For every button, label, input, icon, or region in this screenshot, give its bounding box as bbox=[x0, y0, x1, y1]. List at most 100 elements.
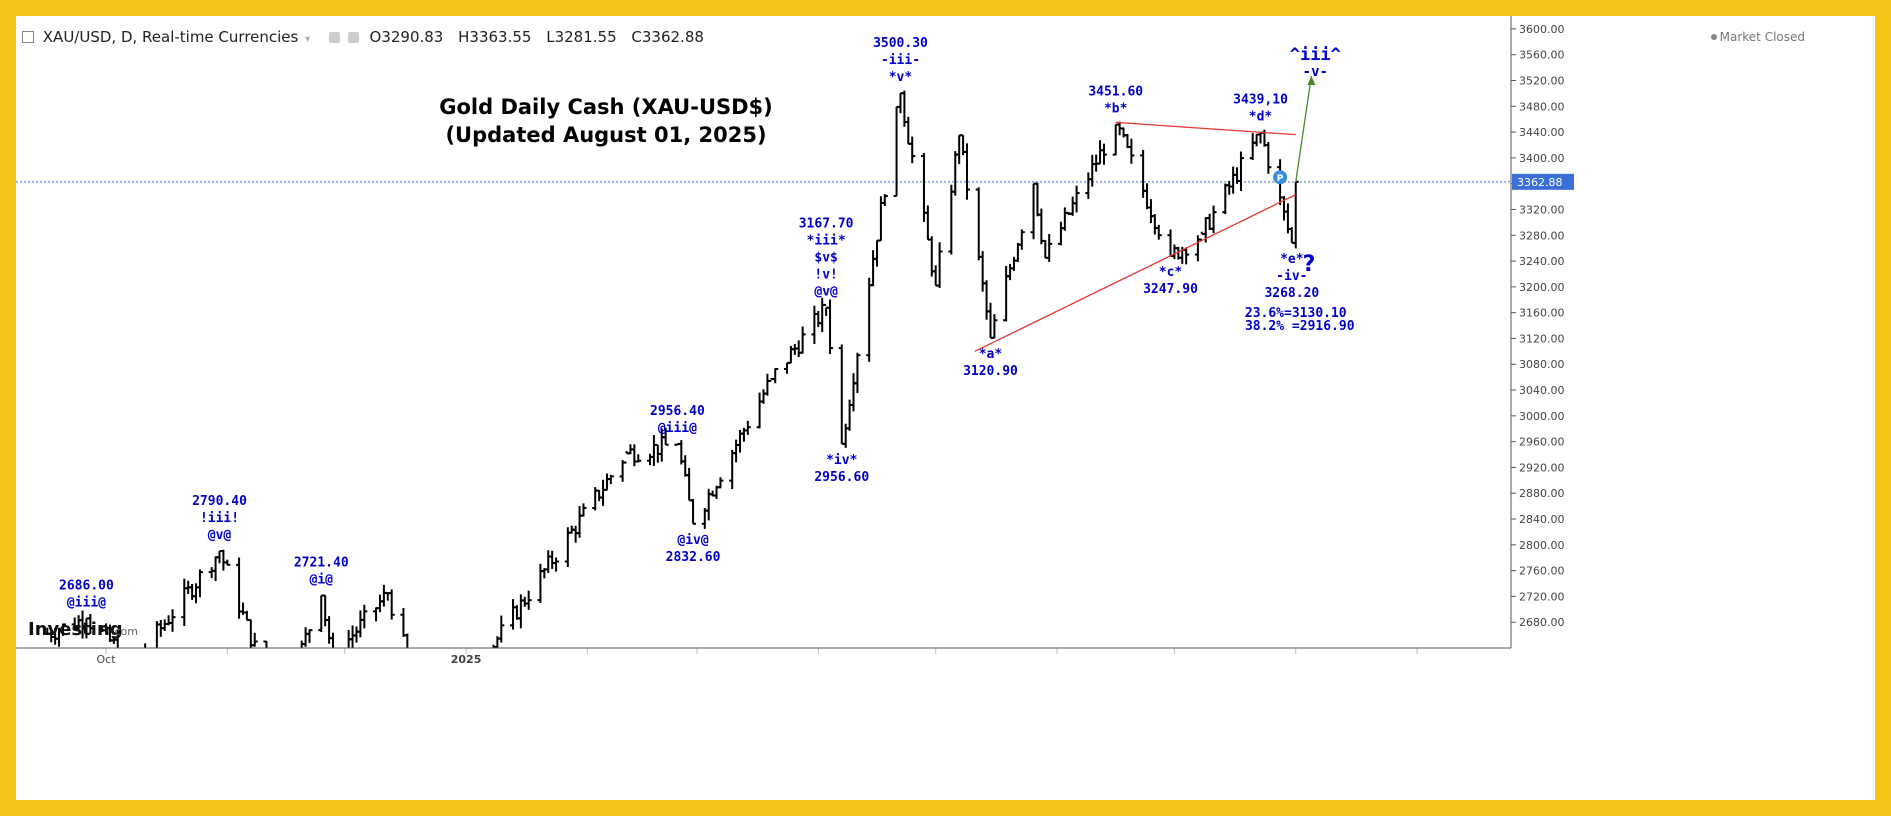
ohlc-bar bbox=[948, 184, 955, 255]
ohlc-bar bbox=[827, 299, 834, 355]
ohlc-bar bbox=[510, 599, 517, 630]
ohlc-bar bbox=[212, 556, 219, 582]
wave-label-a12: *d* bbox=[1249, 110, 1273, 125]
ohlc-bar bbox=[596, 489, 603, 502]
ohlc-bar bbox=[1210, 205, 1217, 234]
ohlc-bar bbox=[783, 361, 790, 374]
settings-icon[interactable] bbox=[328, 32, 340, 43]
ohlc-bar bbox=[380, 584, 387, 607]
wave-label-a6: $v$ bbox=[814, 251, 837, 266]
ohlc-bar bbox=[138, 654, 144, 657]
ohlc-bar bbox=[243, 610, 250, 621]
ohlc-bar bbox=[1171, 244, 1178, 259]
ohlc-bar bbox=[576, 506, 583, 538]
target-wave-sublabel: -v- bbox=[1303, 64, 1328, 80]
y-tick-label: 3320.00 bbox=[1519, 203, 1565, 216]
ohlc-bar bbox=[525, 590, 532, 610]
ohlc-bar bbox=[302, 627, 309, 647]
ohlc-bar bbox=[134, 655, 140, 667]
ohlc-bar bbox=[647, 453, 654, 466]
arrow-head-icon bbox=[1307, 75, 1316, 85]
ohlc-bar bbox=[1292, 180, 1299, 249]
ohlc-bar bbox=[600, 479, 607, 506]
eye-icon[interactable] bbox=[347, 32, 359, 43]
ohlc-bar bbox=[823, 303, 830, 316]
ohlc-bar bbox=[1003, 266, 1010, 322]
wave-label-a6: *iii* bbox=[807, 234, 846, 249]
ohlc-bar bbox=[1057, 221, 1064, 246]
ohlc-bar bbox=[1147, 199, 1154, 224]
ohlc-bar bbox=[428, 676, 434, 688]
symbol-label[interactable]: XAU/USD, D, Real-time Currencies bbox=[42, 28, 299, 46]
ohlc-bar bbox=[881, 194, 888, 206]
ohlc-bar bbox=[909, 136, 916, 164]
ohlc-bar bbox=[650, 435, 657, 466]
wave-label-a7: *iv* bbox=[826, 453, 857, 468]
y-tick-label: 3480.00 bbox=[1519, 100, 1565, 113]
ohlc-bar bbox=[251, 632, 258, 647]
market-status: Market Closed bbox=[1710, 30, 1805, 44]
ohlc-bar bbox=[400, 607, 407, 637]
ohlc-bar bbox=[1144, 183, 1151, 210]
ohlc-bar bbox=[1018, 229, 1025, 250]
ohlc-bar bbox=[334, 648, 340, 667]
y-tick-label: 3440.00 bbox=[1519, 126, 1565, 139]
ohlc-bar bbox=[553, 557, 560, 572]
price-chart[interactable]: P 2686.00@iii@2790.40!iii!@v@2721.40@i@2… bbox=[16, 16, 1875, 800]
collapse-icon[interactable] bbox=[22, 31, 34, 43]
ohlc-bar bbox=[318, 594, 325, 633]
chevron-down-icon[interactable]: ▾ bbox=[305, 34, 311, 45]
ohlc-bar bbox=[893, 105, 900, 198]
ohlc-bar bbox=[1010, 256, 1017, 271]
ohlc-bar bbox=[193, 583, 200, 604]
y-tick-label: 2920.00 bbox=[1519, 461, 1565, 474]
ohlc-bar bbox=[717, 477, 724, 489]
ohlc-bar bbox=[744, 420, 751, 435]
ohlc-bar bbox=[983, 280, 990, 320]
y-tick-label: 2960.00 bbox=[1519, 436, 1565, 449]
ohlc-bar bbox=[275, 705, 281, 712]
wave-label-a10: *b* bbox=[1104, 102, 1128, 117]
ohlc-bar bbox=[866, 277, 873, 362]
trendline-upper bbox=[1115, 121, 1296, 136]
wave-label-a5: @iv@ bbox=[677, 533, 708, 548]
annotation-layer: 2686.00 @iii@ 2790.40 !iii! @v@ 2721.40 @i@ 295… bbox=[28, 36, 1355, 640]
ohlc-bar bbox=[799, 326, 806, 354]
ohlc-bar bbox=[326, 616, 333, 644]
chart-subtitle: (Updated August 01, 2025) bbox=[445, 123, 766, 147]
ohlc-bar bbox=[850, 373, 857, 412]
ohlc-bar bbox=[114, 630, 119, 648]
target-wave-label: ^iii^ bbox=[1290, 45, 1341, 65]
ohlc-bar bbox=[1085, 172, 1092, 199]
ohlc-bar bbox=[1100, 143, 1107, 165]
ohlc-bar bbox=[1206, 213, 1213, 230]
current-price-label: 3362.88 bbox=[1517, 176, 1563, 189]
ohlc-bar bbox=[459, 671, 465, 675]
ohlc-bar bbox=[756, 392, 763, 429]
ohlc-bar bbox=[905, 116, 912, 145]
y-tick-label: 3040.00 bbox=[1519, 384, 1565, 397]
ohlc-bar bbox=[498, 615, 505, 643]
ohlc-bar bbox=[483, 655, 489, 678]
ohlc-bar bbox=[436, 667, 442, 673]
y-tick-label: 2720.00 bbox=[1519, 590, 1565, 603]
ohlc-bar bbox=[897, 92, 904, 114]
ohlc-bar bbox=[1288, 227, 1295, 244]
ohlc-bar bbox=[1230, 166, 1237, 194]
wave-label-a1: 2686.00 bbox=[59, 578, 114, 593]
ohlc-bar bbox=[357, 610, 364, 638]
ohlc-bar bbox=[1030, 182, 1037, 240]
ohlc-bar bbox=[733, 439, 740, 463]
ohlc-bar bbox=[300, 640, 305, 648]
ohlc-bar bbox=[811, 305, 818, 344]
x-tick-label: Oct bbox=[96, 653, 116, 666]
ohlc-bar bbox=[1265, 142, 1272, 174]
y-tick-label: 3400.00 bbox=[1519, 152, 1565, 165]
wave-label-a2: 2790.40 bbox=[192, 494, 247, 509]
wave-label-a13: 3268.20 bbox=[1264, 286, 1319, 301]
y-tick-label: 2760.00 bbox=[1519, 565, 1565, 578]
ohlc-bar bbox=[1155, 224, 1162, 240]
ohlc-bar bbox=[322, 594, 329, 627]
wave-label-a3: 2721.40 bbox=[294, 556, 349, 571]
ohlc-bar bbox=[1097, 140, 1104, 165]
